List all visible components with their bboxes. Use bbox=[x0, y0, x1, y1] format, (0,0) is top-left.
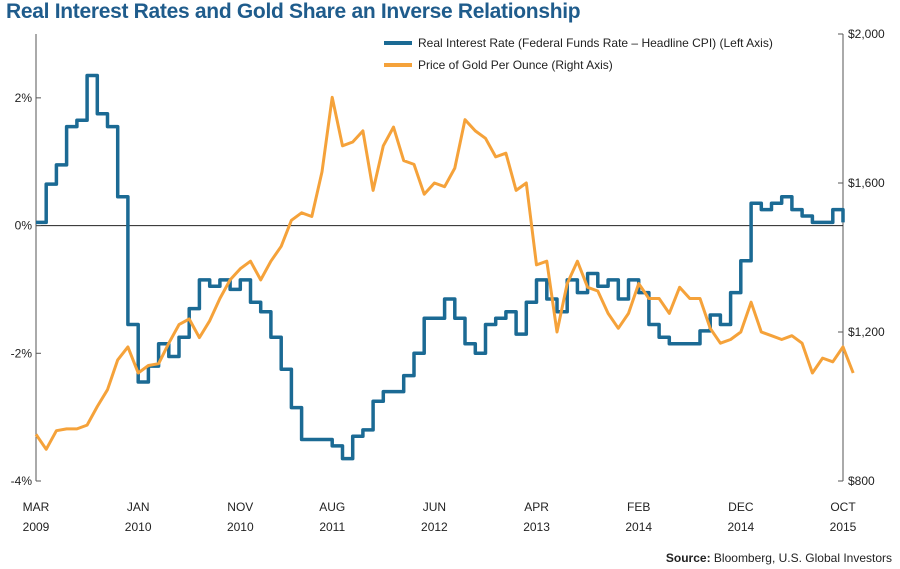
x-tick-month: NOV bbox=[227, 500, 253, 514]
x-tick-month: AUG bbox=[319, 500, 345, 514]
legend-entry-label: Price of Gold Per Ounce (Right Axis) bbox=[418, 58, 613, 72]
source-label: Source: bbox=[665, 551, 711, 565]
x-tick-year: 2014 bbox=[727, 520, 754, 534]
x-tick-year: 2010 bbox=[125, 520, 152, 534]
series-line-gold-price bbox=[34, 95, 855, 451]
x-tick-year: 2015 bbox=[830, 520, 857, 534]
series-layer bbox=[34, 73, 855, 461]
legend-entry-label: Real Interest Rate (Federal Funds Rate –… bbox=[418, 36, 773, 50]
left-tick-label: 2% bbox=[15, 91, 33, 105]
right-tick-label: $2,000 bbox=[848, 27, 885, 41]
axis-labels: 2% 0% -2% -4% $2,000 $1,600 $1,200 $800 MAR 2009 J… bbox=[11, 27, 885, 534]
chart-frame bbox=[35, 33, 844, 482]
series-line-real-interest-rate bbox=[36, 73, 845, 461]
left-tick-label: -2% bbox=[11, 346, 33, 360]
x-tick-month: JUN bbox=[423, 500, 446, 514]
x-tick-month: OCT bbox=[830, 500, 856, 514]
source-text: Bloomberg, U.S. Global Investors bbox=[713, 551, 892, 565]
x-tick-year: 2010 bbox=[227, 520, 254, 534]
chart-title: Real Interest Rates and Gold Share an In… bbox=[6, 0, 581, 23]
x-tick-year: 2011 bbox=[319, 520, 345, 534]
right-tick-label: $1,600 bbox=[848, 176, 885, 190]
left-tick-label: -4% bbox=[11, 474, 33, 488]
x-tick-month: JAN bbox=[127, 500, 150, 514]
x-tick-year: 2009 bbox=[23, 520, 50, 534]
x-tick-year: 2012 bbox=[421, 520, 448, 534]
right-tick-label: $800 bbox=[848, 474, 875, 488]
x-tick-month: DEC bbox=[728, 500, 754, 514]
x-tick-month: FEB bbox=[627, 500, 650, 514]
x-tick-month: APR bbox=[524, 500, 549, 514]
source-note: Source: Bloomberg, U.S. Global Investors bbox=[666, 551, 892, 565]
x-tick-month: MAR bbox=[23, 500, 50, 514]
x-tick-year: 2013 bbox=[523, 520, 550, 534]
left-tick-label: 0% bbox=[15, 219, 33, 233]
right-tick-label: $1,200 bbox=[848, 325, 885, 339]
legend: Real Interest Rate (Federal Funds Rate –… bbox=[384, 36, 773, 72]
x-tick-year: 2014 bbox=[625, 520, 652, 534]
